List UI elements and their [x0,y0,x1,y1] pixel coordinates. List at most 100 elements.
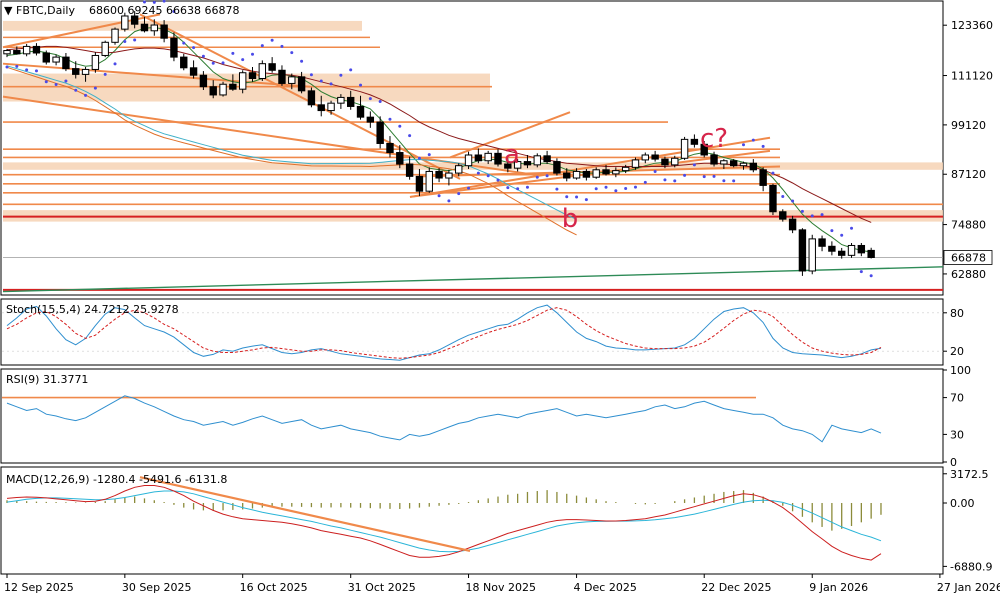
candle-body [759,169,767,186]
sar-dot [408,134,412,138]
stochastic-lines [2,304,943,361]
sar-dot [133,38,137,42]
candle-body [553,161,561,174]
price-tick-label: 111120 [951,70,993,83]
date-tick-label: 27 Jan 2026 [937,581,1000,594]
sar-dot [290,51,294,55]
stochastic-panel[interactable]: Stoch(15,5,4) 24.7212 25.9278 [0,298,944,366]
sar-dot [830,229,834,233]
candle-body [150,24,159,32]
sar-dot [201,54,205,58]
candle-body [808,238,816,272]
candle-body [474,154,483,162]
sar-dot [840,233,844,237]
rsi-panel[interactable]: RSI(9) 31.3771 [0,368,944,464]
price-tick-label: 99120 [951,119,986,132]
candle-body [857,244,866,254]
candle-body [592,169,600,178]
sar-dot [535,175,539,179]
candle-body [788,218,797,231]
candle-body [651,154,659,160]
macd-tick-label: 0.00 [950,497,975,510]
sar-dot [270,38,274,42]
sar-dot [339,73,343,77]
sar-dot [663,178,667,182]
sar-dot [182,41,186,45]
sar-dot [388,117,392,121]
sar-dot [702,175,706,179]
candle-body [297,76,306,92]
zone-band [3,73,490,87]
candle-body [268,63,276,71]
sar-dot [781,195,785,199]
sar-dot [54,82,58,86]
sar-dot [349,68,353,72]
trendline [449,111,571,159]
candle-body [700,143,708,156]
sar-dot [476,171,480,175]
candle-body [170,37,178,58]
candle-body [62,56,70,70]
trendline [139,13,461,180]
candle-body [317,104,325,112]
macd-line [6,485,882,561]
rsi-tick-label: 30 [950,428,964,441]
sar-dot [800,209,804,213]
price-tick-label: 87120 [951,168,986,181]
candle-body [631,159,640,168]
date-axis: 12 Sep 2025 30 Sep 2025 16 Oct 2025 31 Oct … [4,574,1000,594]
date-tick-label: 12 Sep 2025 [4,581,74,594]
sar-dot [673,179,677,183]
sar-dot [516,187,520,191]
candle-body [111,28,119,43]
price-panel[interactable]: a c? b ▼ FBTC,Daily 68600 69245 66638 6687… [0,0,944,296]
sar-dot [545,174,549,178]
candle-body [415,175,424,192]
sar-dot [732,179,736,183]
candle-body [3,50,11,55]
sar-dot [624,187,628,191]
sar-dot [162,0,166,3]
sar-dot [683,173,687,177]
sar-dot [742,143,745,147]
zone-band [3,87,490,102]
candle-body [533,155,541,166]
sar-dot [25,68,29,72]
sar-dot [378,100,382,104]
candle-body [248,72,257,79]
sar-dot [113,62,117,66]
date-tick-label: 9 Jan 2026 [809,581,868,594]
macd-panel[interactable]: MACD(12,26,9) -1280.4 -5491.6 -6131.8 [0,466,944,575]
stoch-d-line [6,307,882,359]
trendline [419,165,781,178]
sar-dot [192,46,196,50]
candle-body [494,152,502,165]
last-price-label: 66878 [951,251,986,264]
candle-body [739,162,748,167]
stochastic-label: Stoch(15,5,4) 24.7212 25.9278 [6,303,179,316]
candle-body [661,158,669,166]
dropdown-triangle-icon: ▼ [4,4,13,17]
candle-body [435,170,443,179]
rsi-axis: 100 70 30 0 [943,364,971,469]
sar-dot [221,61,225,65]
date-tick-label: 4 Dec 2025 [574,581,637,594]
candle-body [307,90,316,106]
sar-dot [123,39,127,43]
candle-body [258,63,267,79]
sar-dot [555,187,559,191]
sar-dot [44,80,48,84]
sar-dot [565,195,569,199]
sar-dot [417,156,421,160]
candle-body [838,250,846,256]
sar-dot [437,194,441,198]
sar-dot [506,186,510,190]
candle-body [523,161,532,166]
sar-dot [486,174,490,178]
date-tick-label: 31 Oct 2025 [348,581,416,594]
rsi-line [6,395,882,443]
candle-body [779,211,787,220]
sar-dot [810,214,814,218]
sar-dot [15,64,19,68]
sar-dot [152,0,156,4]
